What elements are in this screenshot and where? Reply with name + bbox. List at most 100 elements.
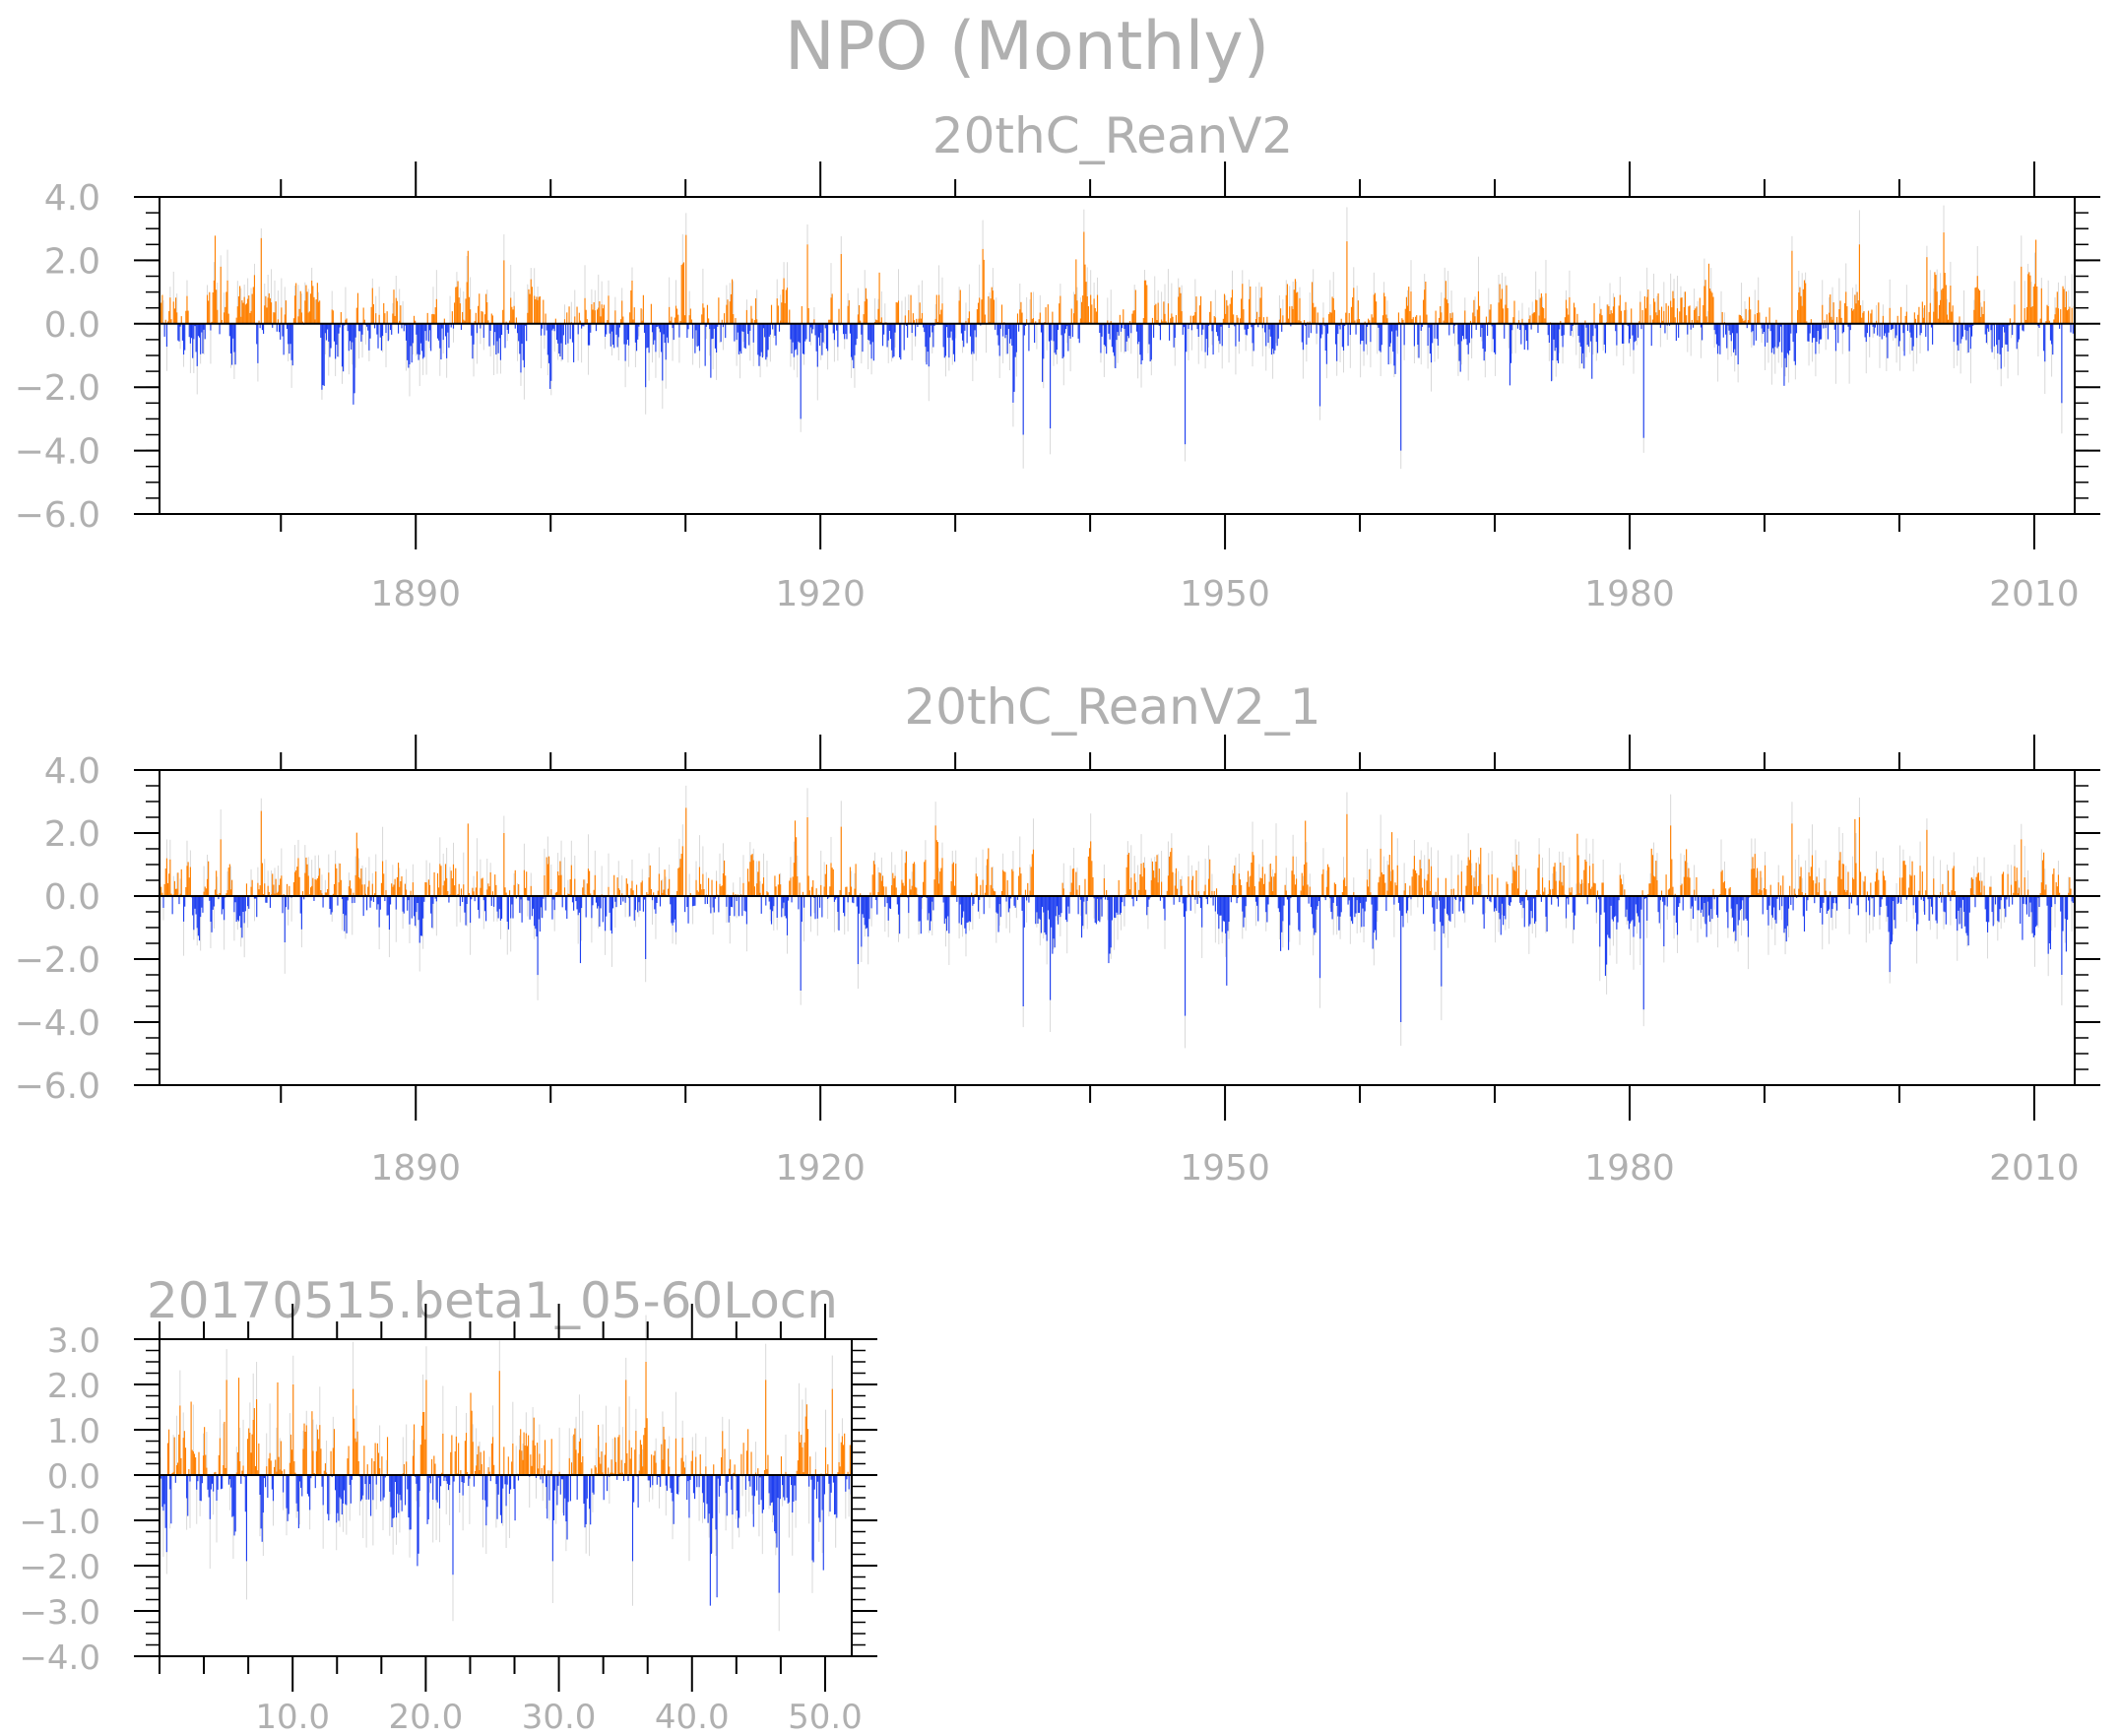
positive-bar <box>1170 318 1172 324</box>
negative-bar <box>746 323 749 335</box>
negative-bar <box>1636 896 1638 914</box>
negative-bar <box>1321 323 1323 335</box>
negative-bar <box>1508 896 1510 905</box>
positive-bar <box>1139 873 1141 896</box>
positive-bar <box>910 294 912 324</box>
negative-bar <box>553 323 555 332</box>
negative-bar <box>656 896 658 903</box>
negative-bar <box>932 896 934 911</box>
negative-bar <box>1640 323 1642 330</box>
positive-bar <box>1474 316 1476 324</box>
negative-bar <box>1848 323 1850 352</box>
negative-bar <box>757 323 759 355</box>
positive-bar <box>1672 290 1674 324</box>
positive-bar <box>1752 857 1754 896</box>
negative-bar <box>278 323 281 333</box>
positive-bar <box>315 299 317 324</box>
negative-bar <box>1827 323 1830 340</box>
positive-bar <box>314 319 316 324</box>
positive-bar <box>1569 296 1571 324</box>
positive-bar <box>217 309 219 324</box>
plot-frame <box>159 769 2076 1086</box>
negative-bar <box>1603 323 1605 345</box>
positive-bar <box>1441 312 1443 324</box>
negative-bar <box>861 896 863 947</box>
negative-bar <box>573 896 575 911</box>
negative-bar <box>1100 896 1102 900</box>
negative-bar <box>963 896 965 912</box>
negative-bar <box>1556 896 1558 899</box>
negative-bar <box>2005 323 2007 345</box>
negative-bar <box>1609 896 1611 939</box>
positive-bar <box>1594 883 1596 896</box>
positive-bar <box>1132 310 1134 324</box>
negative-bar <box>1109 323 1111 340</box>
positive-bar <box>1936 291 1938 324</box>
negative-bar <box>768 896 770 902</box>
negative-bar <box>850 323 853 357</box>
negative-bar <box>1337 323 1339 335</box>
positive-bar <box>880 880 882 896</box>
negative-bar <box>178 896 180 905</box>
negative-bar <box>299 896 301 914</box>
negative-bar <box>557 323 559 344</box>
positive-bar <box>1024 889 1027 896</box>
negative-bar <box>1786 896 1788 927</box>
positive-bar <box>1854 818 1856 896</box>
positive-bar <box>1643 295 1645 324</box>
positive-bar <box>669 306 671 324</box>
y-tick-label: 0.0 <box>44 305 100 346</box>
positive-bar <box>1274 872 1276 896</box>
positive-bar <box>778 873 781 896</box>
positive-bar <box>511 306 513 324</box>
positive-bar <box>1954 891 1957 896</box>
negative-bar <box>821 896 823 918</box>
negative-bar <box>1379 323 1381 352</box>
positive-bar <box>1479 864 1481 896</box>
positive-bar <box>2021 266 2023 324</box>
positive-bar <box>2046 304 2048 324</box>
positive-bar <box>1863 311 1865 324</box>
positive-bar <box>1388 855 1390 896</box>
negative-bar <box>330 896 332 915</box>
negative-bar <box>346 896 348 933</box>
negative-bar <box>1110 896 1112 948</box>
negative-bar <box>816 896 818 919</box>
positive-bar <box>735 893 737 896</box>
negative-bar <box>1429 323 1431 354</box>
positive-bar <box>1763 888 1765 896</box>
positive-bar <box>1469 850 1472 896</box>
negative-bar <box>899 323 901 357</box>
negative-bar <box>1991 323 1993 353</box>
negative-bar <box>1149 323 1151 362</box>
positive-bar <box>1161 881 1163 896</box>
positive-bar <box>830 297 832 324</box>
negative-bar <box>1106 323 1108 354</box>
positive-bar <box>982 879 984 896</box>
positive-bar <box>404 883 406 896</box>
negative-bar <box>714 896 717 899</box>
positive-bar <box>1766 316 1767 324</box>
negative-bar <box>1451 896 1453 915</box>
positive-bar <box>292 318 294 324</box>
positive-bar <box>1942 883 1944 896</box>
negative-bar <box>710 323 712 378</box>
positive-bar <box>1591 886 1593 896</box>
positive-bar <box>364 893 367 896</box>
negative-bar <box>567 323 569 344</box>
negative-bar <box>198 896 201 941</box>
negative-bar <box>729 896 731 916</box>
positive-bar <box>1592 864 1594 896</box>
positive-bar <box>2071 307 2073 324</box>
positive-bar <box>1593 882 1595 896</box>
positive-bar <box>487 883 489 896</box>
positive-bar <box>1435 891 1437 896</box>
negative-bar <box>208 1475 210 1498</box>
positive-bar <box>2069 876 2071 896</box>
positive-bar <box>332 310 334 324</box>
positive-bar <box>742 882 744 896</box>
negative-bar <box>908 896 910 914</box>
positive-bar <box>307 875 309 896</box>
negative-bar <box>385 323 387 334</box>
positive-bar <box>523 869 525 896</box>
